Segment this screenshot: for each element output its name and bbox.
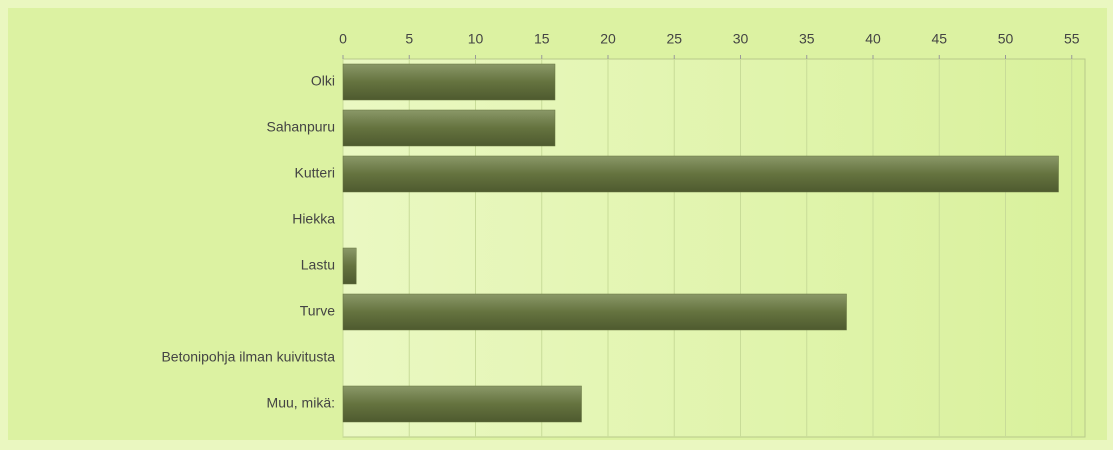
y-tick-label: Lastu <box>301 257 335 273</box>
x-tick-label: 40 <box>865 31 881 47</box>
bar <box>342 109 556 147</box>
y-tick-label: Kutteri <box>295 165 335 181</box>
bar <box>342 293 847 331</box>
bar <box>342 63 556 101</box>
x-tick-label: 20 <box>600 31 616 47</box>
x-tick-label: 15 <box>534 31 550 47</box>
x-tick-label: 30 <box>733 31 749 47</box>
bar <box>342 155 1059 193</box>
bar <box>342 247 357 285</box>
x-tick-label: 5 <box>405 31 413 47</box>
x-tick-label: 50 <box>998 31 1014 47</box>
x-tick-label: 45 <box>931 31 947 47</box>
y-tick-label: Muu, mikä: <box>267 395 335 411</box>
x-tick-label: 25 <box>666 31 682 47</box>
x-tick-label: 10 <box>468 31 484 47</box>
x-tick-label: 0 <box>339 31 347 47</box>
y-tick-label: Turve <box>300 303 335 319</box>
x-tick-label: 35 <box>799 31 815 47</box>
bar <box>342 385 582 423</box>
x-tick-label: 55 <box>1064 31 1080 47</box>
y-tick-label: Olki <box>311 73 335 89</box>
y-tick-label: Betonipohja ilman kuivitusta <box>161 349 335 365</box>
y-tick-label: Sahanpuru <box>266 119 335 135</box>
y-tick-label: Hiekka <box>292 211 335 227</box>
